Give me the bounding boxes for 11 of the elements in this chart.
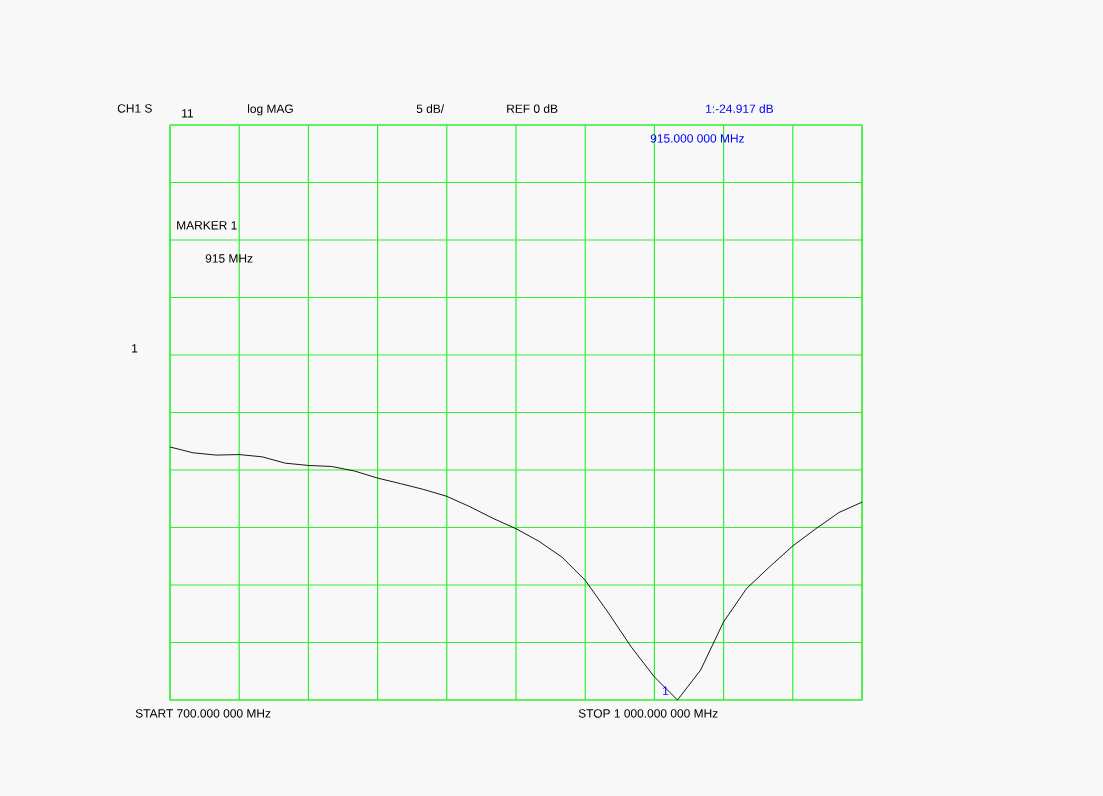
text: START 700.000 000 MHz	[135, 709, 271, 718]
text: 1	[132, 344, 138, 353]
text: STOP 1 000.000 000 MHz	[578, 709, 718, 718]
text: log MAG	[248, 104, 293, 116]
text: CH1 S	[117, 104, 152, 113]
text: 5 dB/	[416, 104, 445, 113]
text: 1:-24.917 dB	[706, 104, 774, 113]
text: 11	[182, 109, 194, 118]
annotation: 1	[663, 686, 669, 695]
text: MARKER 1	[177, 221, 237, 230]
text: REF 0 dB	[507, 104, 558, 113]
